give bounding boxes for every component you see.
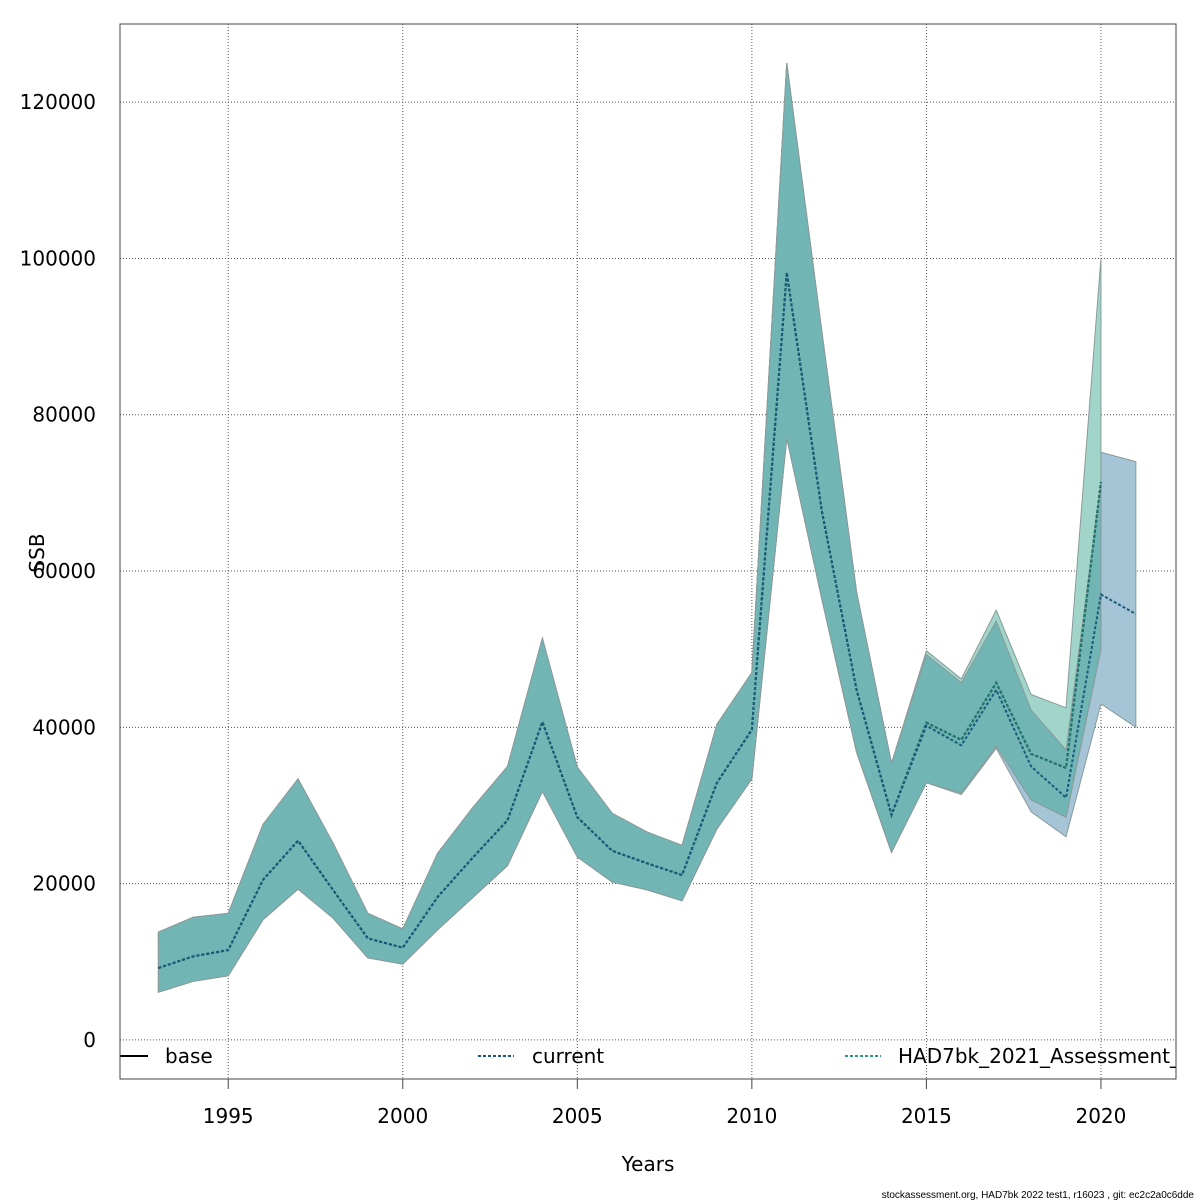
- y-tick-label: 0: [83, 1028, 96, 1052]
- legend-label-current: current: [532, 1044, 604, 1068]
- footer-credit: stockassessment.org, HAD7bk 2022 test1, …: [882, 1190, 1195, 1200]
- y-tick-label: 40000: [32, 715, 96, 739]
- y-tick-label: 80000: [32, 403, 96, 427]
- legend-label-base: base: [165, 1044, 213, 1068]
- y-tick-label: 20000: [32, 872, 96, 896]
- x-tick-label: 2010: [726, 1104, 777, 1128]
- grid: [120, 24, 1176, 1079]
- plot-frame: [119, 23, 1177, 1080]
- x-axis-label: Years: [621, 1152, 675, 1176]
- y-tick-label: 60000: [32, 559, 96, 583]
- x-tick-label: 2015: [901, 1104, 952, 1128]
- x-tick-label: 1995: [203, 1104, 254, 1128]
- legend-label-had7bk: HAD7bk_2021_Assessment_: [898, 1044, 1181, 1068]
- confidence-bands: [157, 63, 1137, 993]
- band-base: [157, 63, 1102, 993]
- x-tick-label: 2020: [1075, 1104, 1126, 1128]
- y-tick-label: 120000: [20, 90, 96, 114]
- y-axis-label: SSB: [25, 533, 49, 572]
- legend: base current HAD7bk_2021_Assessment_: [120, 1044, 1181, 1068]
- axes: 1995 2000 2005 2010 2015 2020 0 20000 40000 60000…: [20, 90, 1127, 1128]
- x-tick-label: 2005: [552, 1104, 603, 1128]
- x-tick-label: 2000: [377, 1104, 428, 1128]
- y-tick-label: 100000: [20, 246, 96, 270]
- series-lines: [158, 272, 1137, 969]
